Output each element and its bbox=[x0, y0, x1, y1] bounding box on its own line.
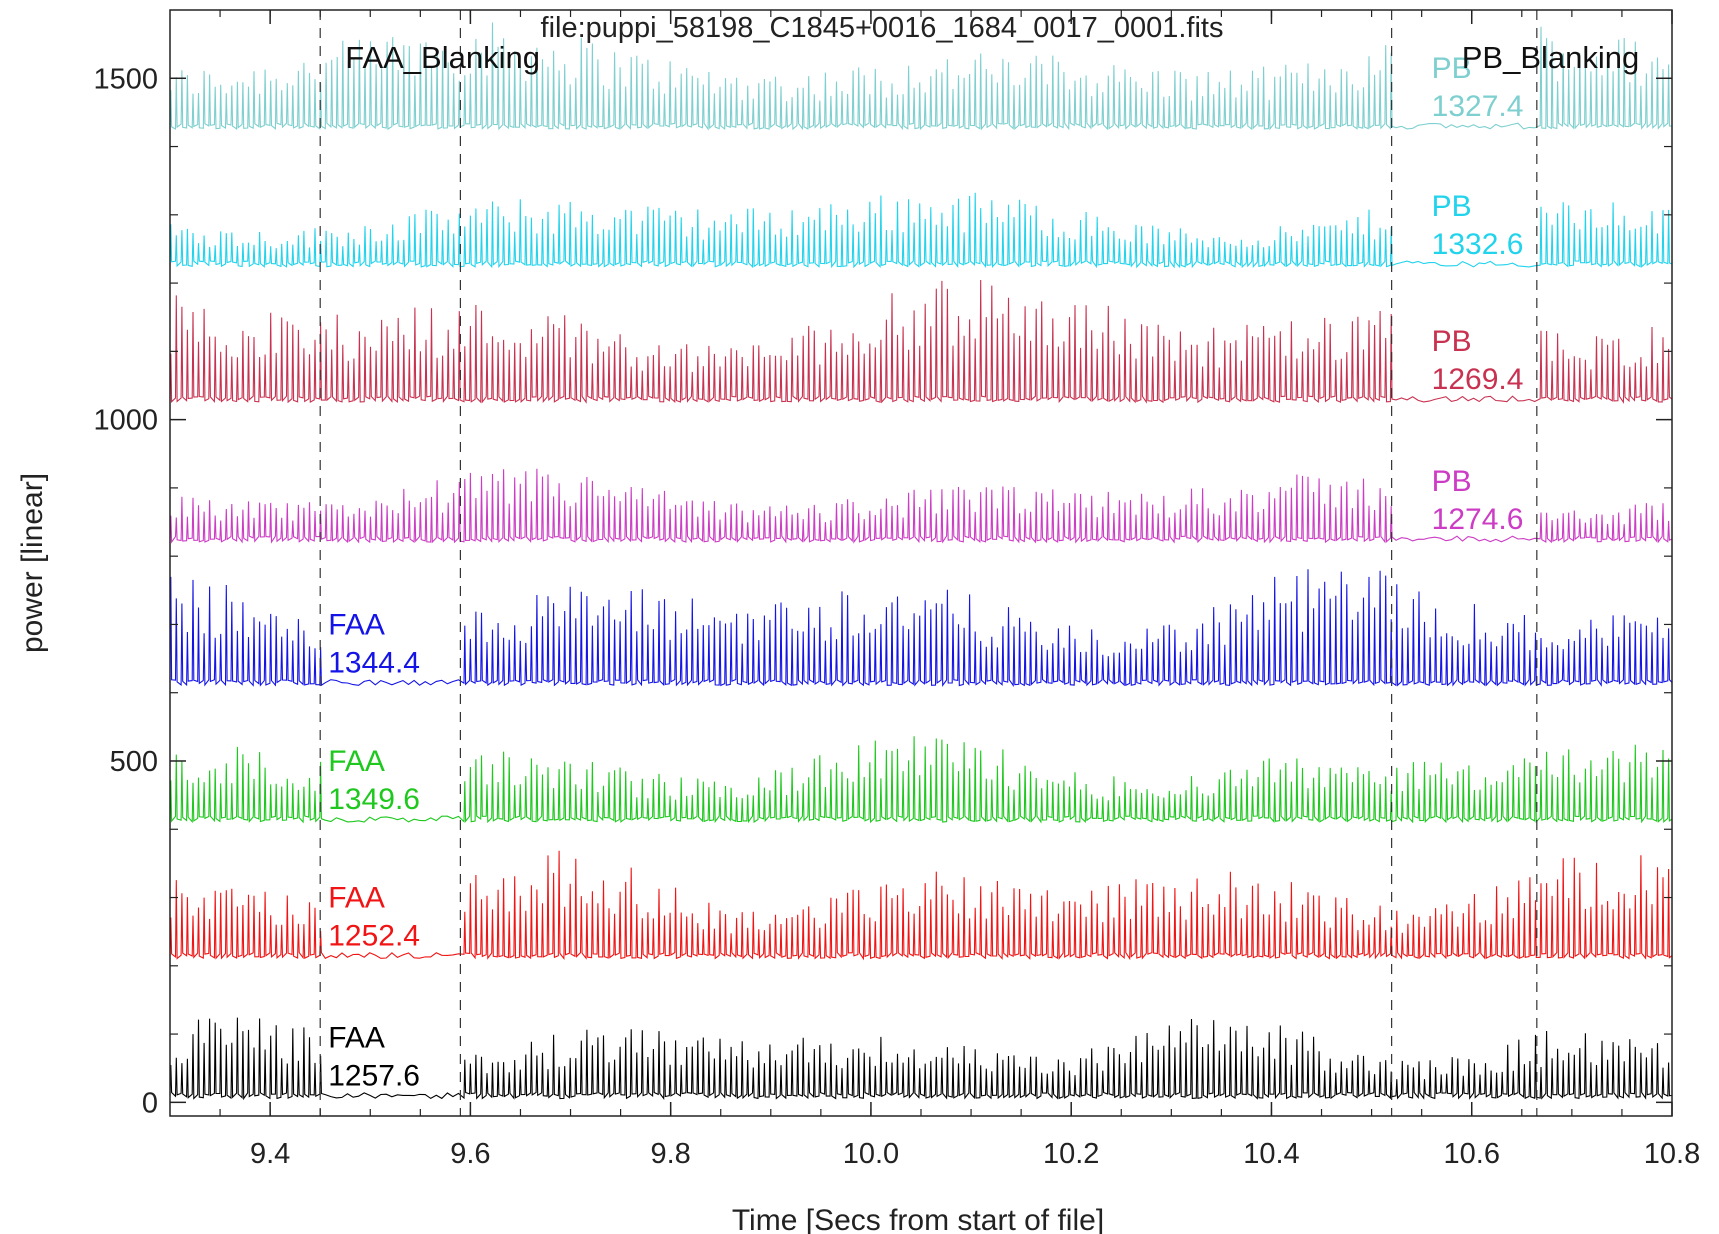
series-label-freq-7: 1257.6 bbox=[328, 1060, 420, 1093]
series-label-freq-2: 1269.4 bbox=[1432, 363, 1524, 396]
series-trace-1 bbox=[169, 192, 1673, 269]
series-label-name-0: PB bbox=[1432, 52, 1472, 85]
y-axis-label: power [linear] bbox=[16, 473, 49, 653]
series-label-name-7: FAA bbox=[328, 1022, 385, 1055]
x-tick-label-5: 10.4 bbox=[1243, 1138, 1299, 1170]
x-tick-label-0: 9.4 bbox=[250, 1138, 290, 1170]
x-tick-label-4: 10.2 bbox=[1043, 1138, 1099, 1170]
x-tick-label-1: 9.6 bbox=[450, 1138, 490, 1170]
blanking-annotations: FAA_Blanking PB_Blanking bbox=[345, 40, 1639, 75]
y-tick-label-2: 1000 bbox=[93, 405, 158, 437]
series-trace-0 bbox=[169, 22, 1672, 131]
annotation-0: FAA_Blanking bbox=[345, 40, 540, 75]
chart-title: file:puppi_58198_C1845+0016_1684_0017_00… bbox=[541, 12, 1224, 44]
y-axis-ticks: 0 500 1000 1500 bbox=[93, 63, 1672, 1119]
series-label-name-6: FAA bbox=[328, 882, 385, 915]
series-trace-7 bbox=[169, 1017, 1673, 1101]
series-label-name-2: PB bbox=[1432, 325, 1472, 358]
series-label-freq-6: 1252.4 bbox=[328, 920, 420, 953]
series-traces bbox=[169, 22, 1673, 1101]
series-label-name-1: PB bbox=[1432, 190, 1472, 223]
series-label-name-5: FAA bbox=[328, 745, 385, 778]
y-tick-label-3: 1500 bbox=[93, 63, 158, 95]
x-axis-ticks: 9.4 9.6 9.8 10.0 10.2 10.4 10.6 10.8 bbox=[219, 10, 1700, 1170]
series-trace-2 bbox=[169, 279, 1673, 404]
series-label-freq-1: 1332.6 bbox=[1432, 228, 1524, 261]
series-label-name-3: PB bbox=[1432, 465, 1472, 498]
series-trace-5 bbox=[169, 736, 1673, 824]
series-labels: PB 1327.4 PB 1332.6 PB 1269.4 PB 1274.6 FAA 1344.… bbox=[328, 52, 1523, 1092]
x-axis-label: Time [Secs from start of file] bbox=[732, 1204, 1104, 1234]
series-label-freq-3: 1274.6 bbox=[1432, 503, 1524, 536]
series-label-freq-4: 1344.4 bbox=[328, 646, 420, 679]
annotation-1: PB_Blanking bbox=[1462, 40, 1640, 75]
y-tick-label-1: 500 bbox=[110, 746, 158, 778]
y-tick-label-0: 0 bbox=[142, 1087, 158, 1119]
series-label-freq-5: 1349.6 bbox=[328, 783, 420, 816]
x-tick-label-3: 10.0 bbox=[843, 1138, 899, 1170]
x-tick-label-6: 10.6 bbox=[1444, 1138, 1500, 1170]
blanking-lines bbox=[319, 10, 1538, 1116]
series-trace-6 bbox=[169, 850, 1673, 961]
series-trace-3 bbox=[169, 468, 1673, 544]
x-tick-label-7: 10.8 bbox=[1644, 1138, 1700, 1170]
series-label-freq-0: 1327.4 bbox=[1432, 90, 1524, 123]
x-tick-label-2: 9.8 bbox=[651, 1138, 691, 1170]
series-label-name-4: FAA bbox=[328, 608, 385, 641]
series-trace-4 bbox=[169, 569, 1673, 688]
